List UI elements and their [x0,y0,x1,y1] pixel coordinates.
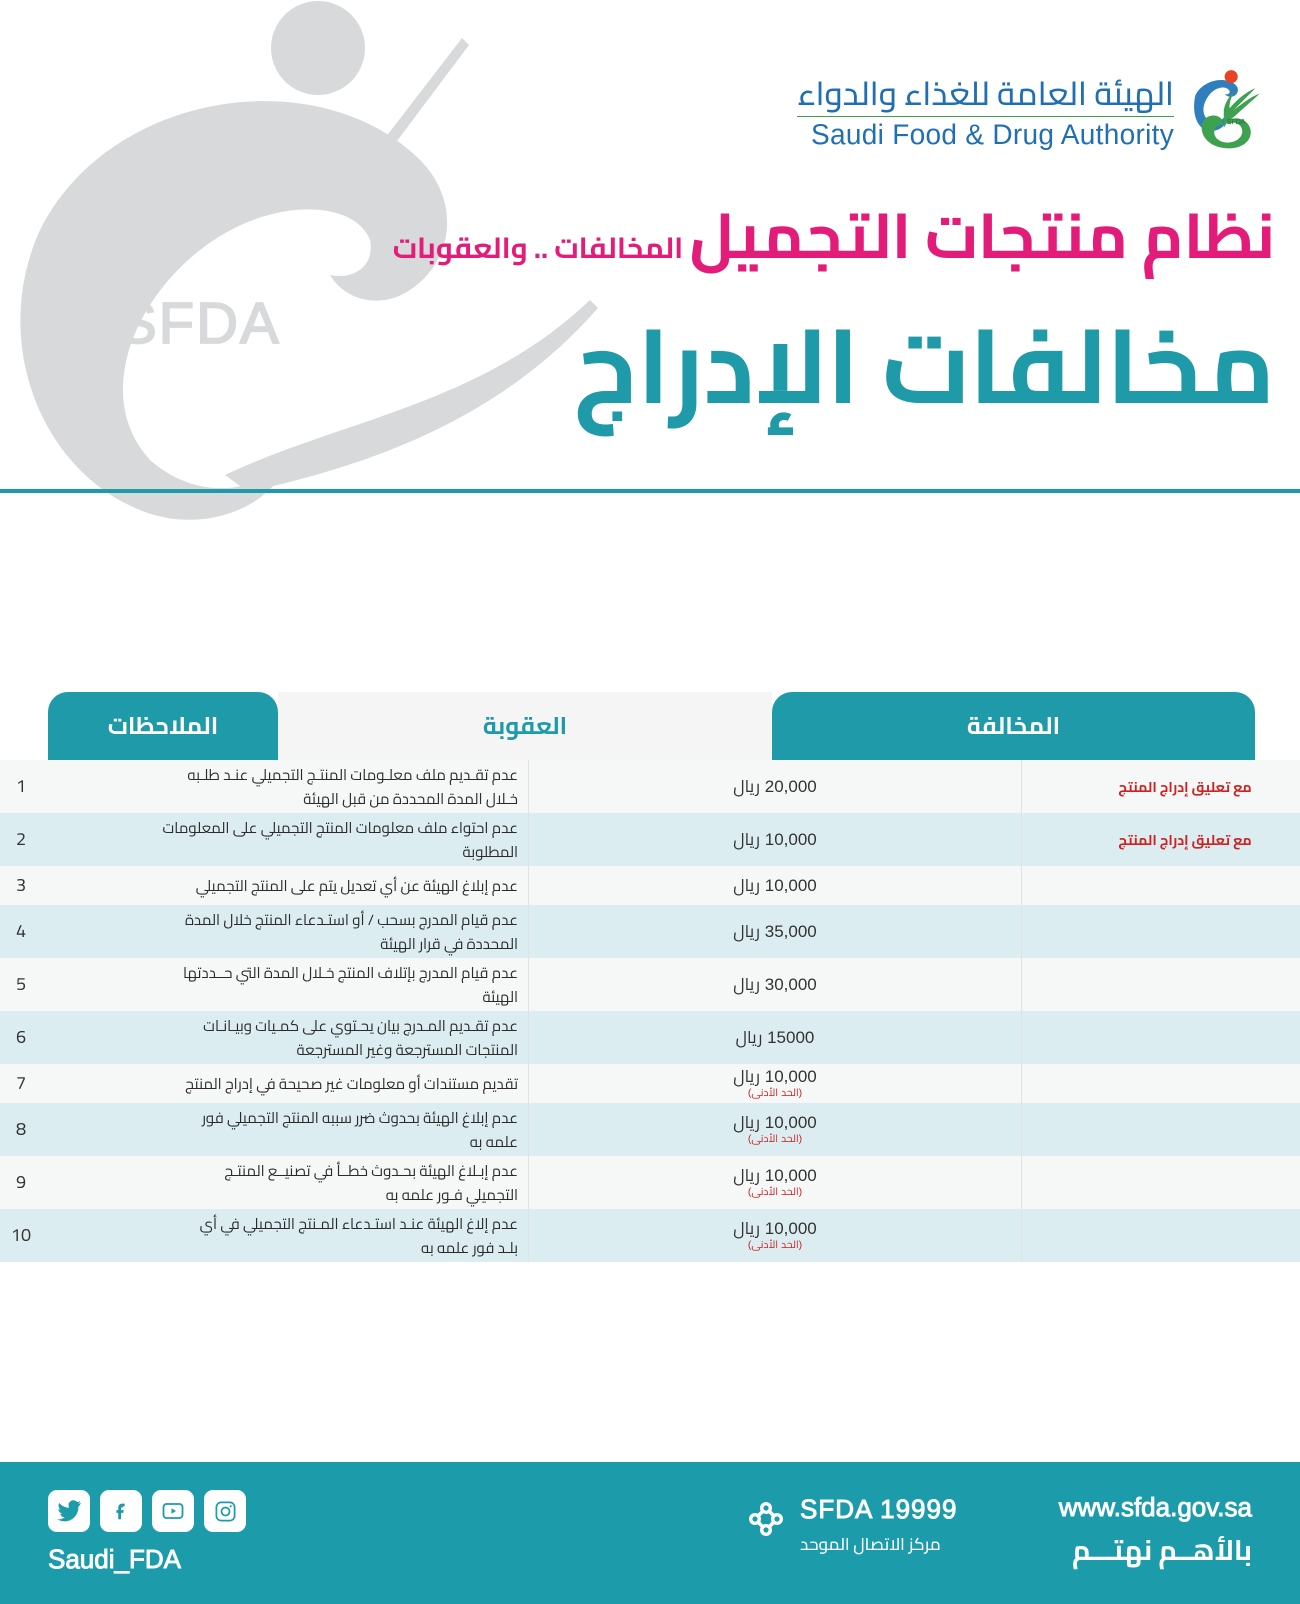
svg-text:SFDA: SFDA [1227,118,1246,126]
